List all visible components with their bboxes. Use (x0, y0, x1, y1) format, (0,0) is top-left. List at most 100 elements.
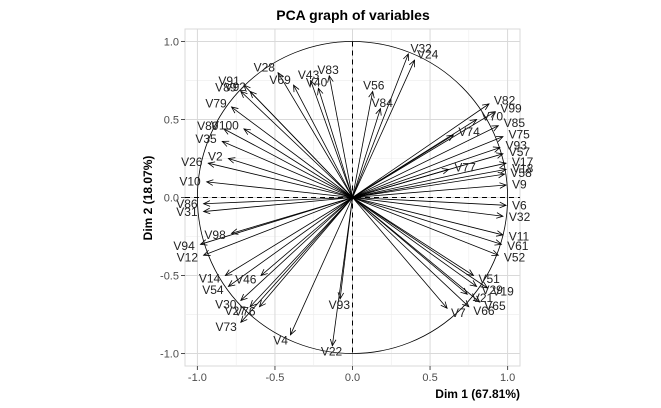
variable-label: V40 (306, 76, 328, 90)
arrow-shaft (277, 72, 353, 198)
variable-label: V21 (472, 291, 494, 305)
variable-label: V93 (329, 298, 351, 312)
arrow-shaft (352, 169, 449, 198)
arrow-head (243, 84, 251, 92)
variable-arrow (240, 197, 353, 324)
variable-label: V14 (199, 272, 221, 286)
arrow-head (221, 140, 230, 147)
x-tick-label: -1.0 (188, 372, 207, 384)
arrow-head (368, 90, 375, 99)
arrow-head (495, 152, 504, 159)
arrow-shaft (260, 197, 353, 276)
variable-arrow (240, 197, 353, 302)
variable-label: V22 (321, 345, 343, 359)
arrow-head (277, 71, 285, 80)
variable-arrow (352, 197, 504, 237)
arrow-shaft (249, 197, 353, 307)
variable-label: V75 (509, 127, 531, 141)
variable-label: V32 (411, 41, 433, 55)
arrow-head (472, 295, 481, 303)
arrow-head (441, 168, 450, 175)
arrow-shaft (352, 197, 488, 289)
variable-label: V86 (176, 197, 198, 211)
arrow-head (466, 269, 475, 277)
arrow-head (482, 103, 490, 111)
variable-label: V76 (234, 304, 256, 318)
variable-label: V46 (235, 272, 257, 286)
arrow-shaft (352, 197, 502, 245)
arrow-shaft (352, 103, 490, 198)
arrow-head (499, 161, 507, 168)
variable-arrow (277, 71, 353, 198)
variable-label: V79 (205, 96, 227, 110)
arrow-shaft (352, 197, 504, 236)
y-tick-label: 1.0 (164, 36, 179, 48)
variable-arrow (352, 134, 455, 198)
arrow-head (309, 79, 316, 88)
variable-label: V82 (494, 93, 516, 107)
arrow-head (227, 280, 236, 288)
arrow-shaft (352, 184, 507, 198)
arrow-shaft (228, 158, 353, 198)
arrow-head (243, 128, 251, 135)
variable-label: V24 (417, 48, 439, 62)
variable-arrow (352, 171, 506, 198)
arrow-shaft (352, 197, 507, 206)
variable-label: V80 (197, 119, 219, 133)
arrow-shaft (310, 80, 353, 198)
variable-label: V27 (225, 304, 247, 318)
variable-label: V31 (176, 205, 198, 219)
arrow-shaft (352, 197, 499, 256)
variable-label: V11 (509, 229, 530, 243)
variable-arrow (352, 107, 382, 198)
arrow-shaft (352, 173, 505, 198)
variable-arrow (352, 197, 470, 308)
arrow-shaft (203, 197, 353, 212)
arrow-shaft (222, 140, 353, 198)
variable-arrow (327, 74, 353, 198)
variable-arrow (352, 167, 508, 198)
variable-label: V99 (500, 102, 522, 116)
arrow-head (499, 167, 508, 174)
arrow-shaft (352, 134, 454, 198)
variable-arrow (352, 197, 500, 256)
variable-arrow (202, 197, 353, 207)
variable-arrow (352, 197, 504, 219)
variable-arrow (352, 197, 481, 303)
arrow-head (409, 59, 415, 68)
arrow-head (317, 87, 324, 96)
variable-label: V66 (473, 304, 495, 318)
variable-label: V7 (451, 306, 466, 320)
variable-label: V61 (507, 239, 529, 253)
variable-label: V17 (512, 155, 534, 169)
arrow-head (240, 315, 248, 324)
arrow-head (491, 125, 500, 132)
variable-label: V28 (254, 61, 276, 75)
arrow-head (258, 299, 266, 308)
variable-arrow (317, 87, 353, 198)
variable-arrow (352, 168, 450, 198)
arrow-head (494, 239, 503, 246)
arrow-shaft (331, 197, 353, 346)
variable-label: V58 (510, 166, 532, 180)
arrow-head (230, 228, 239, 235)
arrow-head (375, 107, 382, 116)
variable-label: V65 (484, 299, 506, 313)
variable-arrow (329, 197, 353, 347)
arrow-shaft (231, 106, 353, 198)
arrow-head (205, 179, 214, 186)
variable-label: V29 (481, 283, 503, 297)
arrow-head (469, 280, 478, 288)
arrow-shaft (208, 162, 353, 198)
variable-arrow (202, 197, 353, 215)
arrow-head (499, 201, 508, 209)
variable-arrow (352, 125, 500, 198)
variable-label: V52 (504, 250, 526, 264)
arrow-shaft (228, 197, 353, 287)
arrow-head (249, 90, 257, 99)
arrow-head (227, 157, 236, 164)
chart-title: PCA graph of variables (276, 7, 430, 23)
arrow-shaft (352, 136, 504, 198)
